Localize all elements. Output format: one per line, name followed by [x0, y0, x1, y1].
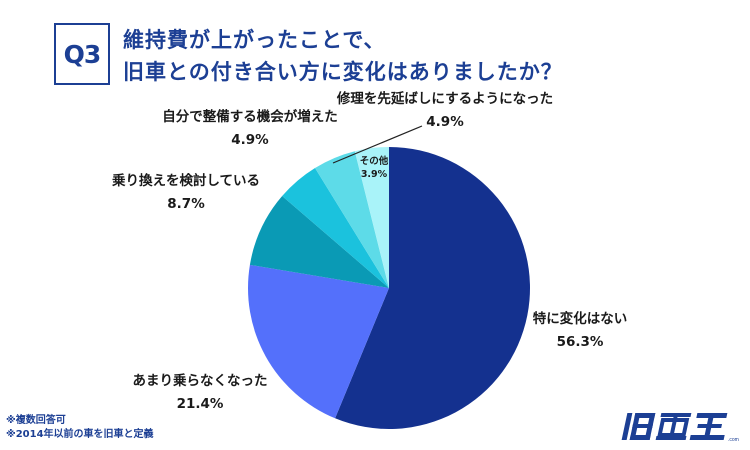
question-title-line-2: 旧車との付き合い方に変化はありましたか？ [123, 60, 563, 84]
logo-trademark: .com [728, 437, 739, 443]
slice-label-considering-replacement: 乗り換えを検討している 8.7% [112, 170, 260, 216]
slice-label-text: その他 [359, 156, 389, 167]
slice-label-text: 修理を先延ばしにするようになった [336, 91, 554, 107]
slice-label-drive-less: あまり乗らなくなった 21.4% [133, 370, 268, 416]
slice-label-value: 8.7% [167, 196, 205, 212]
slice-label-value: 3.9% [360, 169, 388, 180]
slice-label-value: 4.9% [231, 132, 269, 148]
footnote-definition: ※2014年以前の車を旧車と定義 [6, 429, 154, 440]
footnote-multiple-answers: ※複数回答可 [6, 415, 66, 426]
slice-label-other: その他 3.9% [360, 155, 389, 181]
pie-slice-postpone-repair [315, 151, 389, 288]
pie-slice-self-maintenance [282, 167, 389, 288]
pie-slices [248, 147, 530, 429]
slice-label-self-maintenance: 自分で整備する機会が増えた 4.9% [162, 106, 338, 152]
leader-line [332, 125, 423, 164]
footnotes: ※複数回答可 ※2014年以前の車を旧車と定義 [6, 414, 154, 442]
pie-slice-considering-replacement [249, 195, 389, 288]
slice-label-value: 21.4% [176, 396, 224, 412]
slice-label-text: 自分で整備する機会が増えた [162, 109, 338, 125]
slice-label-no-change: 特に変化はない 56.3% [533, 308, 628, 354]
pie-slice-drive-less [248, 264, 389, 419]
slice-label-text: 特に変化はない [532, 311, 628, 327]
kyushaoh-logo: .com [621, 413, 739, 443]
question-number-badge: Q3 [54, 23, 110, 85]
slice-label-text: 乗り換えを検討している [111, 173, 261, 189]
slice-label-text: あまり乗らなくなった [132, 373, 268, 389]
pie-slice-other [354, 147, 389, 288]
slice-label-postpone-repair: 修理を先延ばしにするようになった 4.9% [337, 88, 553, 134]
question-title-line-1: 維持費が上がったことで、 [123, 28, 386, 52]
pie-slice-no-change [335, 147, 530, 429]
slice-label-value: 4.9% [426, 114, 464, 130]
question-title: 維持費が上がったことで、 旧車との付き合い方に変化はありましたか？ [123, 24, 563, 88]
slice-label-value: 56.3% [556, 334, 604, 350]
